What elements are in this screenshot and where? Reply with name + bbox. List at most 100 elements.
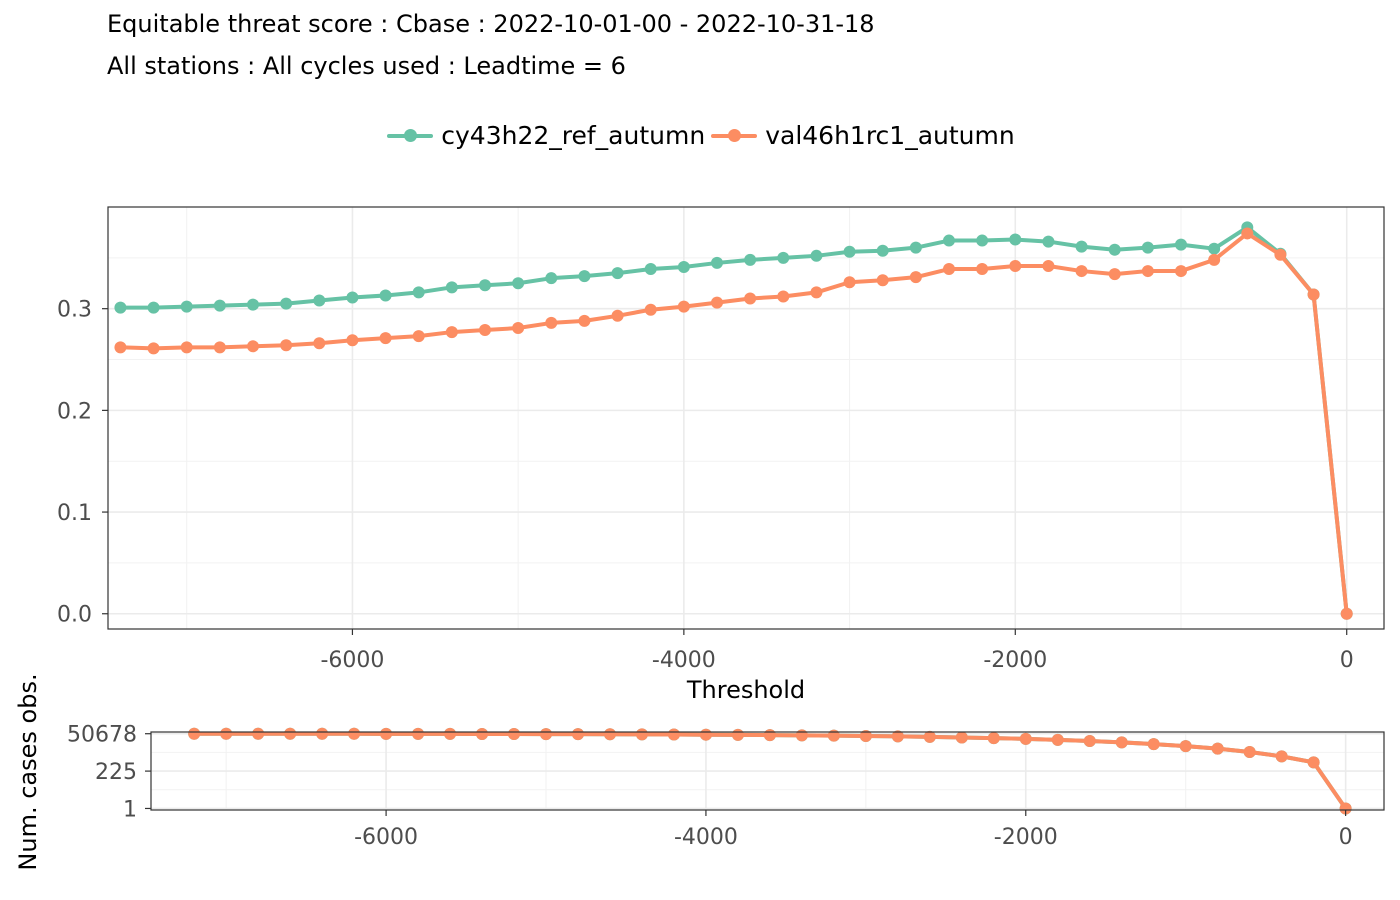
cases-series-point-2 — [540, 728, 553, 741]
cases-series-point-2 — [571, 728, 584, 741]
cases-series-point-2 — [955, 731, 968, 744]
main-series-point-1 — [777, 251, 790, 264]
cases-series-point-2 — [827, 729, 840, 742]
main-x-tick-label: -2000 — [983, 648, 1047, 673]
main-series-point-2 — [711, 296, 723, 309]
cases-series-point-2 — [1339, 802, 1352, 815]
chart-subtitle: All stations : All cycles used : Leadtim… — [107, 52, 626, 80]
cases-series-point-2 — [316, 727, 329, 740]
main-series-point-2 — [843, 276, 856, 289]
main-series-point-2 — [943, 263, 955, 276]
cases-series-point-2 — [1147, 738, 1160, 751]
main-series-point-2 — [611, 309, 624, 322]
main-series-point-2 — [1141, 265, 1154, 278]
main-series-point-2 — [445, 326, 458, 339]
main-series-line-1 — [118, 225, 1349, 616]
cases-series-point-2 — [1211, 742, 1224, 755]
cases-series-point-2 — [1275, 750, 1288, 763]
main-series-point-2 — [247, 340, 259, 353]
main-series-point-2 — [180, 341, 193, 354]
main-series-point-1 — [346, 291, 359, 304]
main-series-point-1 — [644, 263, 657, 276]
main-series-point-1 — [147, 301, 160, 314]
main-series-point-1 — [313, 294, 326, 307]
cases-series-point-2 — [1179, 740, 1192, 753]
cases-series-point-2 — [380, 727, 393, 740]
main-series-point-2 — [147, 342, 160, 355]
chart-title: Equitable threat score : Cbase : 2022-10… — [107, 10, 875, 38]
main-series-point-2 — [1208, 253, 1221, 266]
main-series-point-1 — [1175, 238, 1187, 251]
main-series-point-1 — [677, 260, 690, 273]
cases-series-point-2 — [188, 727, 201, 740]
main-series-point-1 — [1208, 242, 1221, 255]
main-series-point-1 — [247, 298, 259, 311]
cases-series-point-2 — [859, 730, 872, 743]
cases-series-point-2 — [795, 729, 808, 742]
cases-series-point-2 — [1083, 735, 1096, 748]
main-x-tick-label: -4000 — [652, 648, 716, 673]
main-series-point-2 — [1274, 248, 1287, 261]
main-series-point-2 — [512, 322, 525, 335]
cases-y-tick-label: 225 — [95, 760, 137, 785]
main-series-point-1 — [744, 253, 757, 266]
main-series-point-1 — [512, 277, 525, 290]
main-series-point-2 — [810, 286, 823, 299]
cases-x-tick-label: -6000 — [354, 825, 418, 850]
main-series-point-2 — [379, 332, 392, 345]
cases-series-point-2 — [444, 727, 457, 740]
main-series-point-1 — [1009, 233, 1022, 246]
main-series-point-1 — [213, 299, 226, 312]
cases-series-point-2 — [635, 728, 648, 741]
main-series-point-2 — [545, 316, 558, 329]
cases-series-point-2 — [284, 727, 297, 740]
main-x-axis-title: Threshold — [686, 676, 805, 704]
main-series-point-1 — [1141, 241, 1154, 254]
main-series-point-2 — [1241, 227, 1254, 240]
main-y-tick-label: 0.2 — [57, 399, 92, 424]
main-series-point-2 — [346, 334, 359, 347]
main-series-point-1 — [876, 244, 889, 257]
main-series-point-1 — [810, 249, 823, 262]
legend-key-series-2 — [709, 120, 759, 150]
main-series-point-1 — [1042, 235, 1055, 248]
main-series-point-2 — [777, 290, 790, 303]
cases-series-point-2 — [1115, 736, 1128, 749]
cases-series-point-2 — [476, 727, 489, 740]
legend-label-series-2: val46h1rc1_autumn — [765, 120, 1015, 150]
main-series-point-1 — [545, 272, 558, 285]
main-series-point-1 — [1075, 240, 1088, 253]
cases-series-point-2 — [508, 728, 521, 741]
main-series-point-1 — [611, 267, 624, 280]
main-series-point-2 — [644, 303, 657, 316]
main-series-point-1 — [180, 300, 193, 313]
main-x-tick-label: 0 — [1340, 648, 1354, 673]
cases-series-point-2 — [1019, 732, 1032, 745]
main-series-point-2 — [976, 263, 989, 276]
cases-series-point-2 — [603, 728, 616, 741]
legend-label-series-1: cy43h22_ref_autumn — [441, 120, 706, 150]
cases-series-point-2 — [763, 729, 776, 742]
main-series-point-2 — [1009, 259, 1022, 272]
main-series-point-1 — [909, 241, 922, 254]
main-series-point-2 — [1175, 265, 1187, 278]
main-series-point-2 — [1340, 607, 1353, 620]
cases-series-point-2 — [891, 730, 904, 743]
main-x-tick-label: -6000 — [320, 648, 384, 673]
main-series-point-1 — [711, 256, 723, 269]
main-series-point-2 — [1042, 259, 1055, 272]
main-series-point-2 — [1108, 268, 1121, 281]
legend-key-series-1 — [385, 120, 435, 150]
main-series-point-1 — [114, 301, 127, 314]
main-series-point-1 — [843, 245, 856, 258]
cases-y-axis-title: Num. cases obs. — [14, 673, 42, 870]
main-series-point-2 — [744, 292, 757, 305]
cases-series-point-2 — [731, 728, 744, 741]
cases-x-tick-label: 0 — [1339, 825, 1353, 850]
cases-series-point-2 — [987, 732, 1000, 745]
main-series-point-1 — [379, 289, 392, 302]
main-series-point-2 — [213, 341, 226, 354]
main-series-point-2 — [1307, 288, 1320, 301]
cases-series-point-2 — [1243, 745, 1256, 758]
main-series-point-2 — [909, 271, 922, 284]
